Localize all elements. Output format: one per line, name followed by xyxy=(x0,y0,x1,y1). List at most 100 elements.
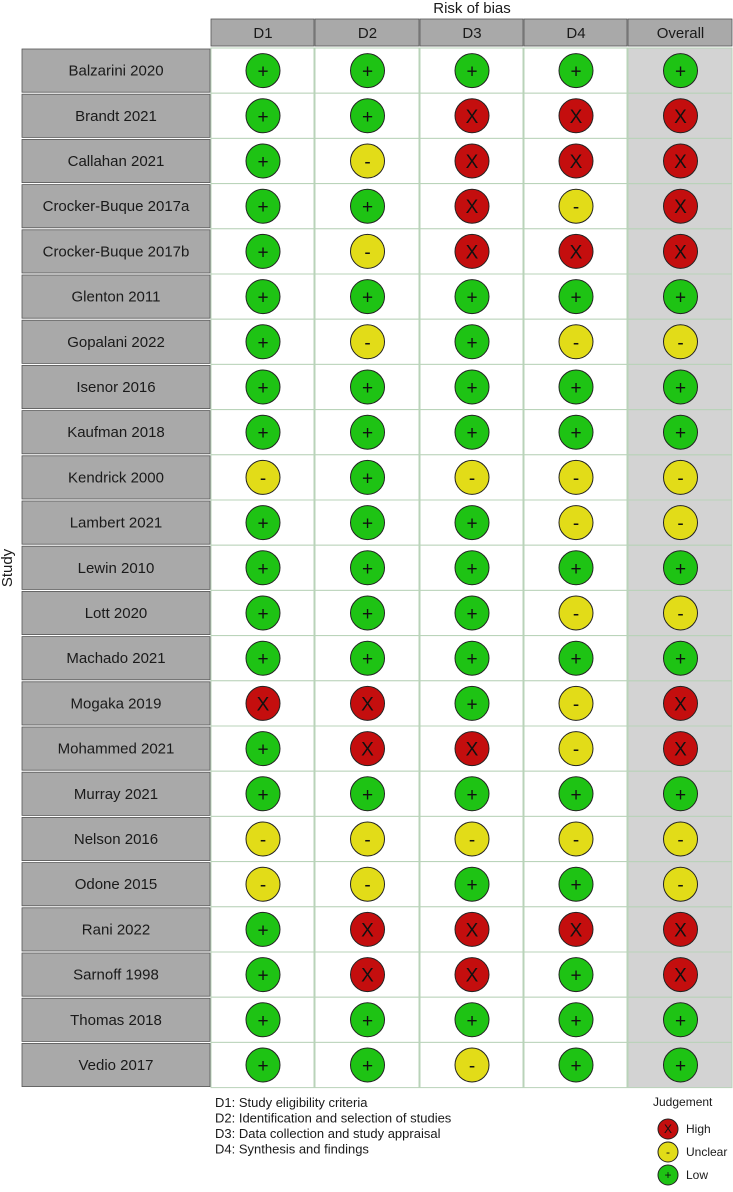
judgement-low-symbol xyxy=(245,776,281,812)
judgement-glyph: - xyxy=(677,333,683,354)
judgement-glyph: - xyxy=(573,740,579,761)
judgement-low-symbol xyxy=(663,279,698,315)
judgement-low-symbol xyxy=(663,776,698,812)
judgement-glyph: + xyxy=(257,62,268,83)
judgement-glyph: + xyxy=(466,1011,477,1032)
study-label-cell xyxy=(21,93,211,138)
judgement-glyph: + xyxy=(362,785,373,806)
study-label-cell xyxy=(21,184,211,229)
judgement-glyph: + xyxy=(466,875,477,896)
judgement-low-symbol xyxy=(663,1047,698,1083)
domain-header-row: D1 D2 D3 D4 Overall xyxy=(210,18,733,47)
judgement-low-symbol xyxy=(558,1002,594,1038)
judgement-glyph: - xyxy=(364,333,370,354)
judgement-glyph: + xyxy=(570,559,581,580)
judgement-low-symbol xyxy=(350,188,385,224)
judgement-high-symbol xyxy=(454,143,490,179)
domain-header-cell xyxy=(314,18,420,47)
judgement-low-symbol xyxy=(558,550,594,586)
judgement-unclear-symbol xyxy=(663,505,698,541)
legend-item: + Low xyxy=(657,1164,708,1186)
judgement-glyph: + xyxy=(362,423,373,444)
judgement-glyph: X xyxy=(570,242,583,263)
judgement-glyph: + xyxy=(362,649,373,670)
study-name: Nelson 2016 xyxy=(74,831,158,848)
study-label-cell xyxy=(21,1043,211,1088)
study-label-cell xyxy=(21,229,211,274)
domain-header-cell xyxy=(419,18,524,47)
study-label-cell xyxy=(21,410,211,455)
judgement-low-symbol xyxy=(245,279,281,315)
study-name: Sarnoff 1998 xyxy=(73,967,159,984)
judgement-glyph: + xyxy=(466,333,477,354)
judgement-glyph: + xyxy=(257,242,268,263)
judgement-glyph: + xyxy=(466,604,477,625)
judgement-low-symbol xyxy=(245,233,281,269)
study-name: Lewin 2010 xyxy=(78,560,155,577)
study-label-cell xyxy=(21,997,211,1042)
study-row: Sarnoff 1998 + X X + X xyxy=(21,951,733,998)
judgement-glyph: + xyxy=(257,1056,268,1077)
study-row: Glenton 2011 + + + + + xyxy=(21,273,733,320)
judgement-glyph: - xyxy=(469,468,475,489)
judgement-low-symbol xyxy=(350,550,385,586)
judgement-glyph: + xyxy=(362,559,373,580)
judgement-high-symbol xyxy=(245,685,281,721)
judgement-high-symbol-legend xyxy=(657,1118,679,1140)
judgement-unclear-symbol xyxy=(350,143,385,179)
judgement-glyph: + xyxy=(362,604,373,625)
judgement-unclear-symbol xyxy=(558,685,594,721)
judgement-glyph: + xyxy=(257,920,268,941)
judgement-glyph: - xyxy=(469,830,475,851)
judgement-high-symbol xyxy=(454,188,490,224)
judgement-low-symbol xyxy=(558,866,594,902)
study-label-cell xyxy=(21,862,211,907)
judgement-low-symbol xyxy=(558,53,594,89)
judgement-low-symbol xyxy=(245,414,281,450)
domain-header-label: Overall xyxy=(657,25,705,42)
judgement-glyph: + xyxy=(362,288,373,309)
judgement-low-symbol xyxy=(454,414,490,450)
study-label-cell xyxy=(21,591,211,636)
judgement-glyph: + xyxy=(466,378,477,399)
study-name: Thomas 2018 xyxy=(70,1012,162,1029)
study-name: Callahan 2021 xyxy=(68,153,165,170)
judgement-glyph: + xyxy=(362,468,373,489)
judgement-low-symbol xyxy=(454,505,490,541)
judgement-glyph: + xyxy=(675,288,686,309)
study-label-cell xyxy=(21,907,211,952)
domain-definition: D1: Study eligibility criteria xyxy=(215,1095,368,1110)
judgement-unclear-symbol xyxy=(245,866,281,902)
judgement-high-symbol xyxy=(350,957,385,993)
judgement-glyph: + xyxy=(466,514,477,535)
judgement-glyph: - xyxy=(677,604,683,625)
judgement-high-symbol xyxy=(454,957,490,993)
judgement-low-symbol xyxy=(663,414,698,450)
judgement-glyph: + xyxy=(675,378,686,399)
judgement-glyph: + xyxy=(362,197,373,218)
study-row: Murray 2021 + + + + + xyxy=(21,770,733,817)
study-name: Balzarini 2020 xyxy=(68,63,163,80)
legend-label: Unclear xyxy=(686,1145,727,1159)
judgement-glyph: + xyxy=(675,559,686,580)
judgement-glyph: + xyxy=(466,62,477,83)
study-label-cell xyxy=(21,364,211,409)
study-row: Mogaka 2019 X X + - X xyxy=(21,680,733,727)
judgement-glyph: - xyxy=(573,604,579,625)
study-row: Thomas 2018 + + + + + xyxy=(21,996,733,1043)
study-label-cell xyxy=(21,817,211,862)
judgement-glyph: X xyxy=(466,920,479,941)
legend-label: High xyxy=(686,1122,711,1136)
judgement-glyph: + xyxy=(570,785,581,806)
study-label-cell xyxy=(21,274,211,319)
judgement-low-symbol xyxy=(245,640,281,676)
judgement-glyph: + xyxy=(362,62,373,83)
judgement-unclear-symbol xyxy=(350,233,385,269)
judgement-unclear-symbol xyxy=(663,324,698,360)
judgement-glyph: + xyxy=(257,649,268,670)
judgement-low-symbol xyxy=(245,595,281,631)
domain-definition: D3: Data collection and study appraisal xyxy=(215,1126,441,1141)
judgement-unclear-symbol xyxy=(350,821,385,857)
study-name: Crocker-Buque 2017a xyxy=(43,198,190,215)
